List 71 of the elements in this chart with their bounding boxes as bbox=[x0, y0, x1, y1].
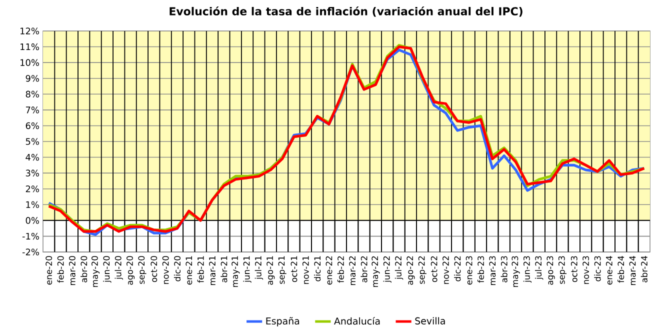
x-tick-label: abr-23 bbox=[500, 256, 508, 282]
x-tick-label: feb-21 bbox=[197, 256, 204, 283]
y-tick-label: 0% bbox=[26, 217, 39, 224]
x-tick-label: nov-23 bbox=[582, 256, 590, 284]
x-tick-label: ago-22 bbox=[406, 256, 415, 285]
y-tick-label: 10% bbox=[20, 59, 39, 66]
y-tick-label: 1% bbox=[26, 201, 39, 208]
x-tick-label: sep-20 bbox=[138, 256, 146, 284]
x-tick-label: feb-24 bbox=[618, 256, 624, 283]
x-tick-label: abr-24 bbox=[640, 256, 648, 282]
x-tick-label: may-20 bbox=[92, 256, 100, 287]
x-tick-label: dic-20 bbox=[174, 256, 181, 282]
x-tick-label: mar-22 bbox=[349, 256, 356, 285]
x-tick-label: sep-23 bbox=[558, 256, 566, 284]
x-tick-label: mar-23 bbox=[489, 256, 496, 285]
y-tick-label: 7% bbox=[26, 106, 39, 114]
x-tick-label: ago-21 bbox=[266, 256, 275, 285]
x-tick-label: may-23 bbox=[512, 256, 520, 287]
x-tick-label: nov-20 bbox=[162, 256, 169, 284]
x-tick-label: jun-23 bbox=[523, 256, 532, 283]
x-tick-label: jun-22 bbox=[383, 256, 392, 283]
y-tick-label: 6% bbox=[26, 122, 39, 130]
x-tick-label: jul-23 bbox=[535, 256, 544, 280]
x-tick-label: feb-22 bbox=[337, 256, 344, 283]
y-tick-label: 9% bbox=[26, 74, 39, 82]
x-tick-label: nov-22 bbox=[442, 256, 449, 284]
x-tick-label: nov-21 bbox=[302, 256, 309, 284]
y-tick-label: 3% bbox=[26, 170, 39, 176]
x-tick-label: may-22 bbox=[372, 256, 380, 287]
x-tick-label: ene-21 bbox=[186, 256, 192, 285]
y-tick-label: 4% bbox=[26, 154, 39, 161]
x-tick-label: mar-20 bbox=[68, 256, 76, 285]
x-tick-label: sep-22 bbox=[418, 256, 426, 284]
legend-label: Sevilla bbox=[415, 317, 445, 324]
x-tick-label: may-21 bbox=[232, 256, 240, 287]
x-tick-label: dic-21 bbox=[314, 256, 321, 282]
x-tick-label: sep-21 bbox=[278, 256, 286, 284]
legend-label: España bbox=[266, 317, 300, 326]
x-tick-label: mar-21 bbox=[209, 256, 216, 285]
x-tick-label: oct-23 bbox=[570, 256, 578, 282]
x-tick-label: ago-20 bbox=[126, 256, 135, 285]
chart-title: Evolución de la tasa de inflación (variación anual del IPC) bbox=[170, 6, 522, 17]
x-tick-label: jul-21 bbox=[254, 256, 264, 280]
y-tick-label: 12% bbox=[20, 28, 39, 34]
x-tick-label: ene-22 bbox=[326, 256, 332, 285]
x-tick-label: feb-20 bbox=[57, 256, 64, 283]
x-tick-label: ene-23 bbox=[466, 256, 472, 285]
x-tick-label: oct-20 bbox=[150, 256, 158, 282]
legend-label: Andalucía bbox=[334, 316, 380, 325]
y-tick-label: 2% bbox=[26, 185, 39, 192]
x-tick-label: abr-20 bbox=[80, 256, 88, 282]
x-tick-label: oct-21 bbox=[290, 256, 298, 282]
x-tick-label: ene-20 bbox=[46, 256, 52, 285]
y-tick-label: 5% bbox=[26, 138, 39, 145]
x-tick-label: ene-24 bbox=[606, 256, 612, 285]
y-tick-label: -1% bbox=[22, 232, 39, 240]
x-tick-label: jul-20 bbox=[114, 256, 123, 280]
x-tick-label: jul-22 bbox=[394, 256, 404, 280]
x-tick-label: dic-23 bbox=[594, 256, 601, 282]
x-tick-label: jun-20 bbox=[103, 256, 112, 283]
x-tick-label: oct-22 bbox=[430, 256, 438, 282]
x-tick-label: feb-23 bbox=[477, 256, 484, 283]
x-tick-label: jun-21 bbox=[243, 256, 252, 283]
y-tick-label: -2% bbox=[22, 248, 39, 256]
y-tick-label: 8% bbox=[26, 90, 39, 98]
x-tick-label: abr-22 bbox=[360, 256, 368, 282]
x-tick-label: mar-24 bbox=[629, 256, 636, 285]
x-tick-label: ago-23 bbox=[546, 256, 555, 285]
x-tick-label: abr-21 bbox=[220, 256, 228, 282]
y-tick-label: 11% bbox=[20, 43, 39, 50]
x-tick-label: dic-22 bbox=[454, 256, 461, 282]
